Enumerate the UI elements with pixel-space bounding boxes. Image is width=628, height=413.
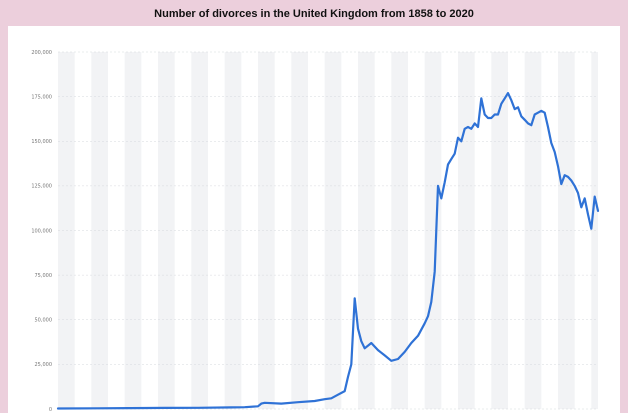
chart-title: Number of divorces in the United Kingdom… bbox=[154, 8, 474, 20]
grid-band bbox=[524, 52, 542, 409]
y-tick-label: 75,000 bbox=[35, 273, 53, 279]
y-tick-label: 25,000 bbox=[35, 362, 53, 368]
y-tick-label: 50,000 bbox=[35, 318, 53, 324]
y-tick-label: 150,000 bbox=[31, 139, 52, 145]
y-tick-label: 200,000 bbox=[31, 50, 52, 56]
y-tick-label: 0 bbox=[49, 407, 52, 413]
y-axis: 0 25,000 50,000 75,000 100,000 125,000 150,000… bbox=[31, 50, 52, 413]
y-tick-label: 175,000 bbox=[31, 94, 52, 100]
grid-band bbox=[424, 52, 442, 409]
gridlines bbox=[58, 51, 598, 410]
y-tick-label: 100,000 bbox=[31, 228, 52, 234]
series-group bbox=[56, 92, 600, 410]
series-line bbox=[56, 92, 600, 410]
y-tick-label: 125,000 bbox=[31, 184, 52, 190]
grid-band bbox=[324, 52, 342, 409]
grid-band bbox=[224, 52, 242, 409]
grid-band bbox=[124, 52, 142, 409]
chart-card bbox=[8, 26, 620, 413]
